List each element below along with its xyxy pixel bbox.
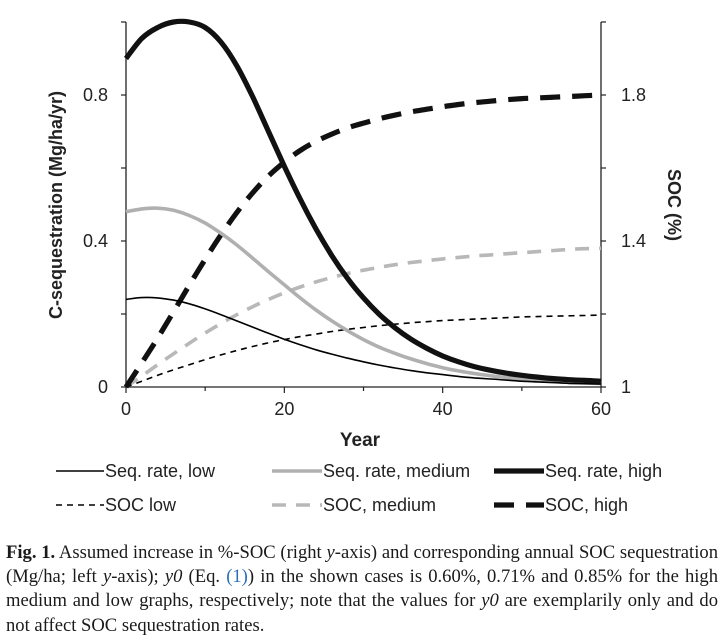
caption-italic: y <box>326 542 335 563</box>
legend-label: Seq. rate, low <box>105 461 216 481</box>
chart-ticks-layer: 0 20 40 60 0 0.4 0.8 1 1.4 1.8 <box>83 21 646 419</box>
chart-axes <box>125 22 602 388</box>
series-line-soc-medium <box>124 246 602 389</box>
y-right-tick-label: 1 <box>621 377 631 397</box>
series-line-seq-rate-medium <box>125 206 602 386</box>
y-right-tick-label: 1.4 <box>621 231 646 251</box>
caption-text: -axis) and corresponding annual SOC sequ… <box>6 542 718 588</box>
figure-caption: Fig. 1. Assumed increase in %-SOC (right… <box>6 541 718 638</box>
series-line-seq-rate-low <box>125 296 602 385</box>
caption-text: (Eq. <box>182 566 227 588</box>
chart-series-layer <box>123 18 602 389</box>
caption-italic: y0 <box>164 566 183 588</box>
x-tick-label: 0 <box>121 399 131 419</box>
legend-label: SOC, medium <box>323 495 436 515</box>
chart: 0 20 40 60 0 0.4 0.8 1 1.4 1.8 Year C-sequestrati… <box>46 18 684 515</box>
caption-text: -axis); <box>111 566 165 588</box>
chart-legend: Seq. rate, low Seq. rate, medium Seq. rate… <box>56 461 662 515</box>
caption-italic: y <box>102 566 112 588</box>
caption-text: Assumed increase in %-SOC (right <box>55 542 327 563</box>
y-left-tick-label: 0 <box>98 377 108 397</box>
series-line-soc-low <box>125 314 602 388</box>
y-left-tick-label: 0.8 <box>83 85 108 105</box>
x-tick-label: 40 <box>433 399 453 419</box>
x-tick-label: 20 <box>274 399 294 419</box>
caption-text: are exemplarily only and do not affect S… <box>6 590 718 636</box>
y-right-tick-label: 1.8 <box>621 85 646 105</box>
legend-label: SOC, high <box>545 495 628 515</box>
y-left-tick-label: 0.4 <box>83 231 108 251</box>
series-line-soc-high <box>123 92 602 389</box>
legend-label: Seq. rate, high <box>545 461 662 481</box>
y-axis-left-label: C-sequestration (Mg/ha/yr) <box>46 91 66 319</box>
legend-label: SOC low <box>105 495 177 515</box>
x-axis-label: Year <box>340 430 381 451</box>
y-axis-right-label: SOC (%) <box>664 169 684 241</box>
equation-link[interactable]: (1) <box>226 566 248 588</box>
x-tick-label: 60 <box>591 399 611 419</box>
caption-label: Fig. 1. <box>6 542 56 563</box>
caption-text: ) in the shown cases is 0.60%, 0.71% and… <box>6 566 719 612</box>
caption-italic: y0 <box>481 590 499 612</box>
series-line-seq-rate-high <box>123 18 602 384</box>
legend-label: Seq. rate, medium <box>323 461 470 481</box>
